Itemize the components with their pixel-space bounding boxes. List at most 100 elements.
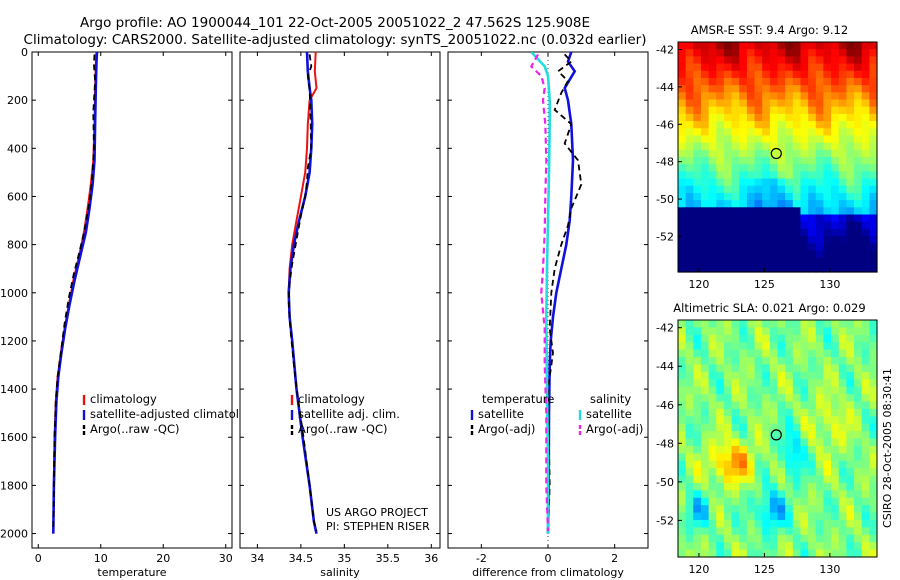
sla-map-cell: [723, 497, 733, 506]
sla-map-cell: [854, 423, 863, 432]
sla-map-cell: [678, 453, 687, 462]
sla-map-cell: [693, 364, 702, 373]
sla-map-cell: [762, 386, 771, 395]
salinity-legend-label: Argo(..raw -QC): [298, 422, 388, 436]
sla-map-cell: [861, 490, 870, 499]
sst-map-cell: [716, 250, 725, 259]
sst-map-cell: [815, 264, 825, 273]
sst-map-cell: [746, 157, 756, 165]
sla-map-cell: [777, 490, 786, 499]
sst-map-cell: [678, 207, 687, 216]
sla-map-cell: [723, 431, 733, 440]
sla-map-cell: [785, 453, 794, 462]
sla-map-cell: [861, 394, 870, 403]
sla-map-cell: [861, 482, 870, 491]
sst-map-cell: [708, 106, 717, 115]
sst-map-cell: [700, 185, 710, 194]
sla-map-cell: [831, 408, 840, 417]
sst-map-cell: [708, 85, 717, 93]
sst-map-cell: [777, 192, 786, 201]
sla-map-cell: [754, 519, 763, 528]
salinity-panel: 34 34.5 35 35.5 36salinityclimatologysatelli…: [239, 51, 441, 579]
sst-map-cell: [869, 106, 878, 115]
sla-map-cell: [838, 408, 847, 417]
sla-map-cell: [838, 482, 847, 491]
sst-map-cell: [769, 228, 779, 237]
sst-map-cell: [700, 135, 710, 144]
sst-map-cell: [861, 250, 870, 259]
sla-map-cell: [746, 401, 756, 410]
temperature-ytick-label: 1000: [0, 287, 28, 300]
sla-map-cell: [746, 549, 756, 558]
sla-map-cell: [693, 342, 702, 351]
sla-map-cell: [861, 438, 870, 447]
sst-map-cell: [808, 185, 817, 194]
sst-map-cell: [785, 164, 794, 172]
sst-map-cell: [800, 185, 809, 194]
sst-map-cell: [869, 214, 878, 223]
sst-map-cell: [731, 250, 740, 259]
sst-map-cell: [754, 250, 763, 259]
sla-map-cell: [731, 534, 740, 543]
sst-map-cell: [723, 77, 733, 86]
sst-map-cell: [815, 221, 825, 230]
sla-map-cell: [831, 349, 840, 358]
sla-map-cell: [762, 460, 771, 469]
sst-map-cell: [831, 77, 840, 86]
sla-map-cell: [762, 468, 771, 477]
sla-map-cell: [823, 460, 832, 469]
sst-map-cell: [777, 42, 786, 50]
sla-map-cell: [693, 445, 702, 454]
sst-map-cell: [846, 135, 855, 144]
sla-map-cell: [854, 453, 863, 462]
sla-map-cell: [678, 401, 687, 410]
sst-map-cell: [716, 77, 725, 86]
sla-map-cell: [777, 327, 786, 336]
sla-map-cell: [831, 438, 840, 447]
sst-map-field: [678, 42, 878, 273]
sst-map-cell: [831, 85, 840, 93]
sst-map-cell: [815, 149, 825, 158]
sla-map-cell: [693, 423, 702, 432]
sla-map-ytick-label: -42: [656, 322, 674, 335]
sla-map-cell: [800, 364, 809, 373]
sla-map-cell: [838, 512, 847, 521]
sst-map-cell: [731, 42, 740, 50]
sla-map-cell: [708, 408, 717, 417]
sla-map-cell: [693, 349, 702, 358]
sst-map-cell: [785, 92, 794, 101]
sla-map-cell: [808, 453, 817, 462]
sst-map-cell: [746, 135, 756, 144]
sla-map-cell: [869, 497, 878, 506]
sla-map-cell: [777, 320, 786, 329]
sla-map-xtick-label: 130: [819, 563, 840, 576]
sla-map-cell: [708, 357, 717, 366]
sst-map-cell: [823, 85, 832, 93]
sla-map-cell: [823, 334, 832, 343]
sla-map-cell: [792, 527, 802, 536]
sla-map-cell: [777, 364, 786, 373]
sst-map-cell: [854, 178, 863, 187]
sla-map-cell: [693, 512, 702, 521]
sla-map-cell: [861, 364, 870, 373]
sla-map-cell: [700, 423, 710, 432]
sla-map-cell: [846, 364, 855, 373]
sst-map-cell: [685, 164, 694, 172]
sla-map-cell: [754, 453, 763, 462]
sst-map-cell: [678, 106, 687, 115]
sst-map-cell: [746, 221, 756, 230]
sla-map-cell: [739, 379, 748, 388]
sla-map-cell: [792, 490, 802, 499]
sst-map-cell: [785, 85, 794, 93]
sla-map-cell: [785, 334, 794, 343]
sla-map-cell: [815, 549, 825, 558]
sla-map-cell: [808, 431, 817, 440]
sla-map-cell: [831, 527, 840, 536]
sla-map-cell: [831, 475, 840, 484]
sla-map-cell: [769, 527, 779, 536]
sla-map-cell: [762, 334, 771, 343]
sla-map-cell: [808, 512, 817, 521]
sst-map-cell: [792, 185, 802, 194]
sla-map-cell: [754, 438, 763, 447]
